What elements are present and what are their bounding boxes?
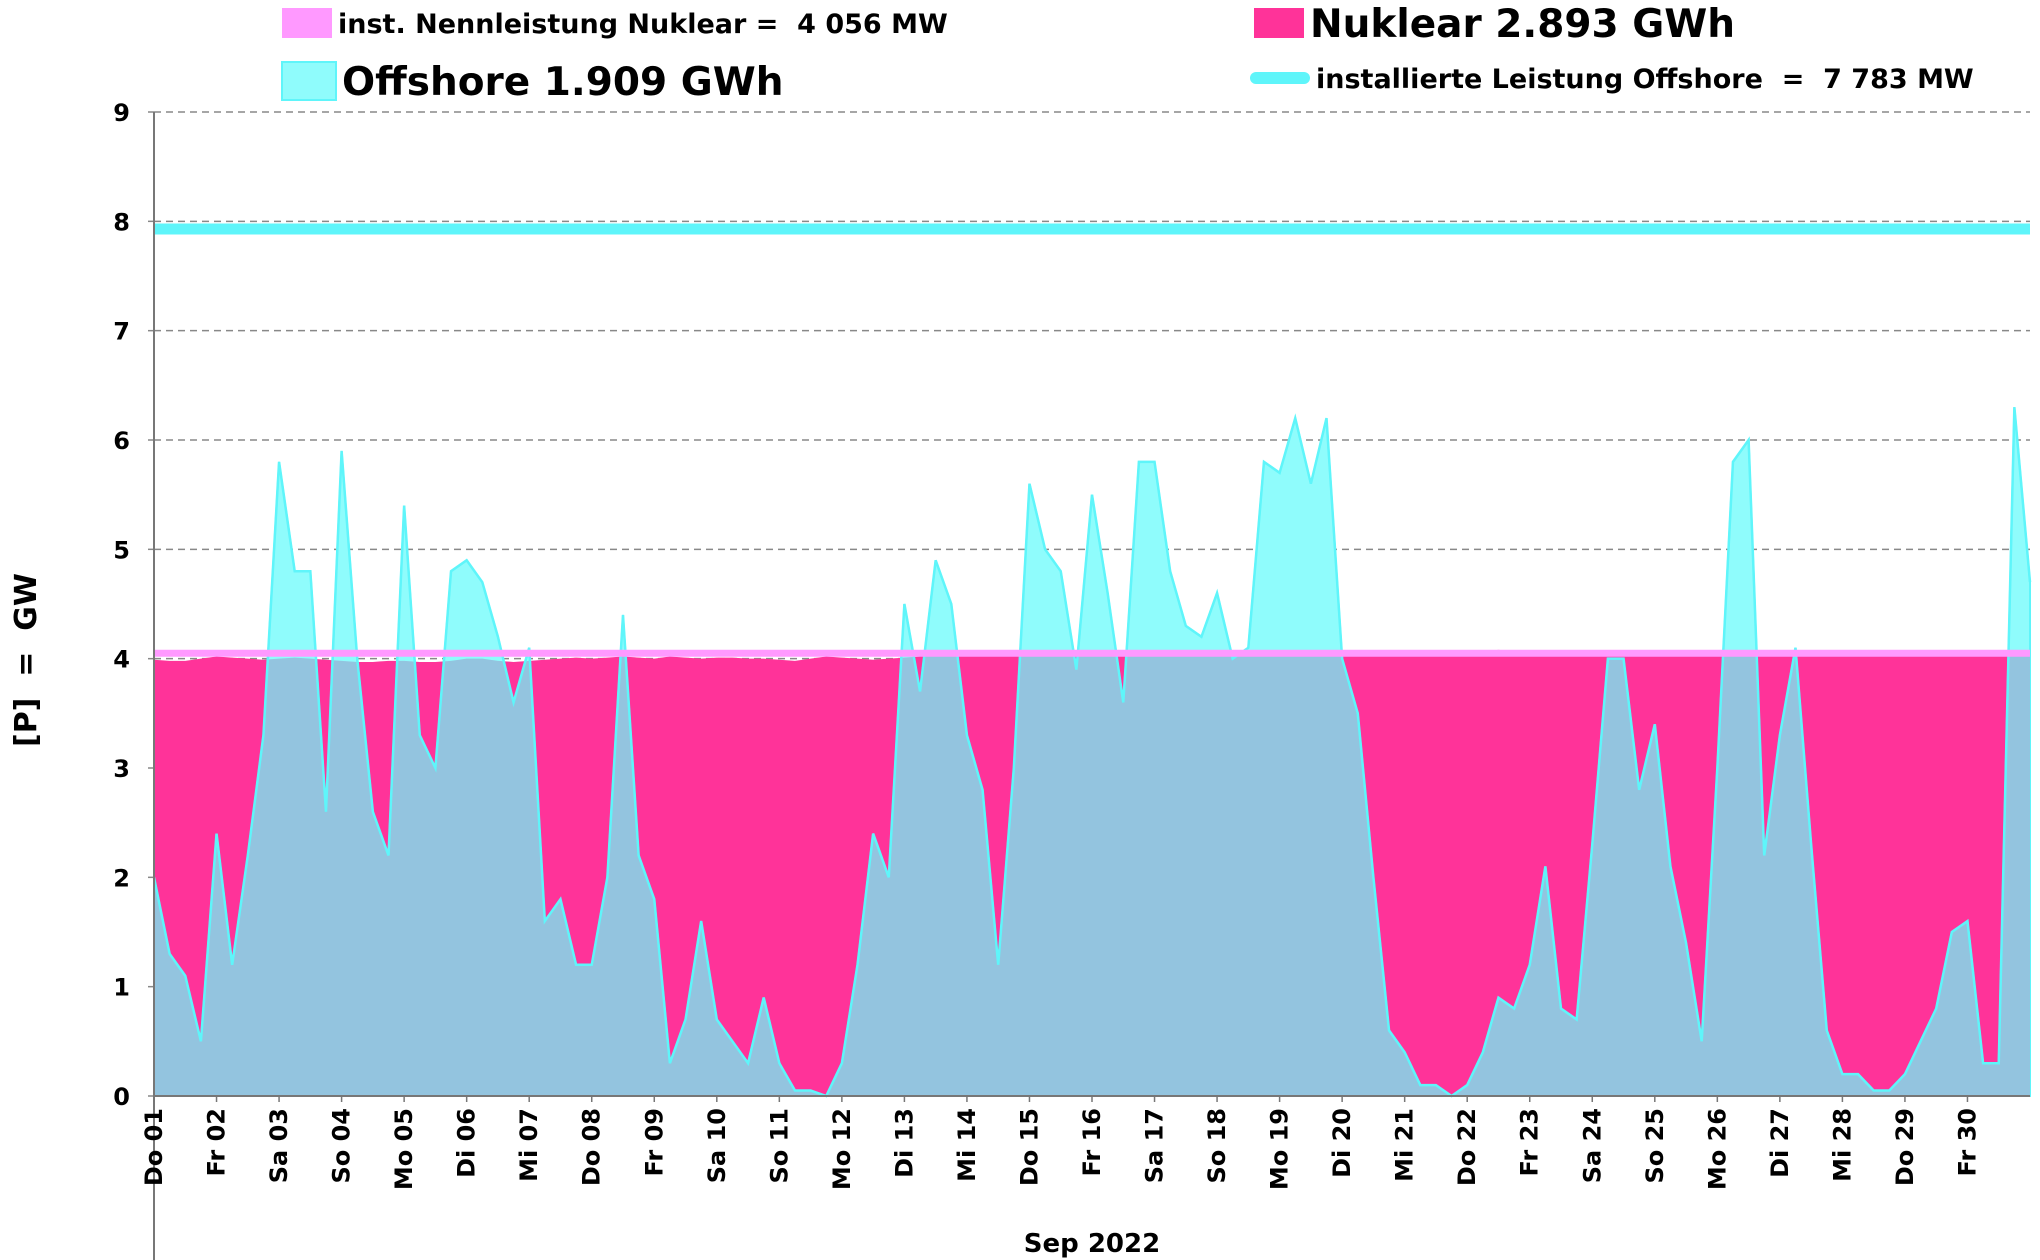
x-tick-label: Mo 26 <box>1703 1108 1731 1190</box>
y-tick-label: 2 <box>113 864 130 892</box>
x-tick-label: Do 22 <box>1453 1108 1481 1186</box>
y-tick-label: 5 <box>113 536 130 564</box>
legend-label: Offshore 1.909 GWh <box>342 60 784 105</box>
x-tick-label: Fr 02 <box>203 1108 231 1176</box>
area-overlap <box>154 649 2030 1096</box>
legend-label: installierte Leistung Offshore = 7 783 M… <box>1316 64 1974 95</box>
x-axis-label: Sep 2022 <box>1024 1229 1160 1259</box>
x-tick-label: Mi 07 <box>515 1108 543 1182</box>
x-tick-label: Di 20 <box>1328 1108 1356 1178</box>
legend-swatch <box>282 8 332 38</box>
y-tick-label: 1 <box>113 974 130 1002</box>
legend-swatch <box>1250 72 1310 84</box>
y-axis-label: [P] = GW <box>9 573 44 747</box>
x-tick-label: Mo 05 <box>390 1108 418 1190</box>
y-tick-label: 7 <box>113 318 130 346</box>
x-tick-label: Fr 09 <box>640 1108 668 1176</box>
legend-label: inst. Nennleistung Nuklear = 4 056 MW <box>338 9 948 40</box>
x-tick-label: Do 08 <box>578 1108 606 1186</box>
x-tick-label: So 11 <box>765 1108 793 1184</box>
y-tick-label: 6 <box>113 427 130 455</box>
x-tick-label: Fr 23 <box>1516 1108 1544 1176</box>
y-tick-label: 0 <box>113 1083 130 1111</box>
y-tick-label: 8 <box>113 208 130 236</box>
area-edge <box>152 407 2032 1098</box>
legend-swatch <box>1254 8 1304 38</box>
x-tick-label: Do 15 <box>1015 1108 1043 1186</box>
x-tick-label: Di 27 <box>1766 1108 1794 1178</box>
y-tick-label: 4 <box>113 646 130 674</box>
y-tick-label: 9 <box>113 99 130 127</box>
x-tick-label: Fr 30 <box>1953 1108 1981 1176</box>
x-tick-label: Sa 03 <box>265 1108 293 1183</box>
x-tick-label: Di 13 <box>890 1108 918 1178</box>
x-tick-label: Do 29 <box>1891 1108 1919 1186</box>
x-tick-label: Sa 17 <box>1141 1108 1169 1183</box>
x-tick-label: Fr 16 <box>1078 1108 1106 1176</box>
x-tick-label: Sa 10 <box>703 1108 731 1183</box>
x-tick-label: Sa 24 <box>1578 1108 1606 1183</box>
plot-area <box>152 111 2032 1098</box>
x-tick-label: Mo 19 <box>1266 1108 1294 1190</box>
x-tick-label: Mi 28 <box>1828 1108 1856 1182</box>
x-tick-label: So 04 <box>328 1108 356 1184</box>
x-tick-label: Mi 21 <box>1391 1108 1419 1182</box>
x-tick-label: So 18 <box>1203 1108 1231 1184</box>
x-tick-label: Mo 12 <box>828 1108 856 1190</box>
x-tick-label: Di 06 <box>453 1108 481 1178</box>
legend-swatch <box>281 61 337 101</box>
y-tick-label: 3 <box>113 755 130 783</box>
x-tick-label: So 25 <box>1641 1108 1669 1184</box>
x-tick-label: Do 01 <box>140 1108 168 1186</box>
x-tick-label: Mi 14 <box>953 1108 981 1182</box>
legend-label: Nuklear 2.893 GWh <box>1310 2 1735 47</box>
